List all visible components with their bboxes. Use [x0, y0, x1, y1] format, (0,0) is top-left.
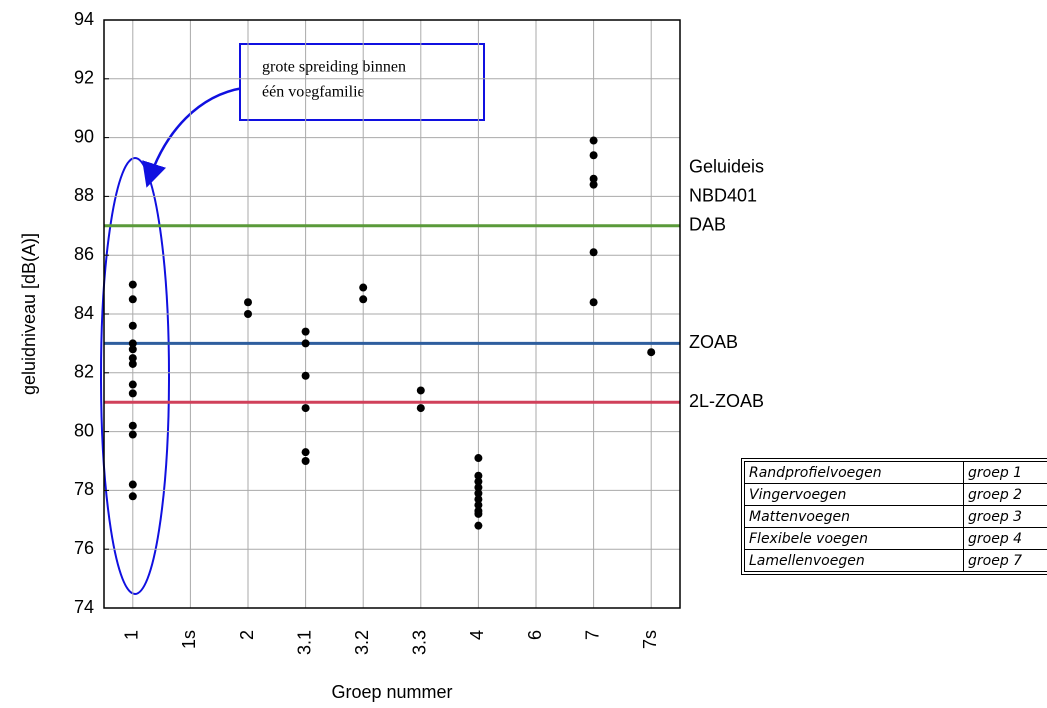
point [128, 359, 137, 368]
point [244, 298, 252, 307]
reference-label: ZOAB [689, 332, 738, 352]
table-cell: groep 3 [963, 505, 1047, 528]
x-axis-label: Groep nummer [331, 682, 452, 702]
point [128, 354, 137, 363]
x-tick-label: 2 [237, 630, 257, 640]
point [301, 327, 310, 336]
x-tick-label: 7s [640, 630, 660, 649]
point [474, 521, 483, 530]
point [589, 151, 598, 160]
table-row: Mattenvoegen groep 3 [744, 505, 1047, 528]
y-tick-label: 82 [74, 362, 94, 382]
point [128, 421, 137, 430]
table-row: Lamellenvoegen groep 7 [744, 549, 1047, 572]
point [128, 295, 137, 304]
x-tick-label: 3.2 [352, 630, 372, 655]
annotation-text: grote spreiding binnen [262, 59, 406, 76]
point [359, 295, 368, 304]
x-tick-label: 1 [122, 630, 142, 640]
table-cell: groep 4 [963, 527, 1047, 550]
y-tick-label: 92 [74, 68, 94, 88]
y-tick-label: 84 [74, 303, 94, 323]
point [128, 339, 137, 348]
point [359, 283, 368, 292]
threshold-title: NBD401 [689, 186, 757, 206]
point [589, 248, 598, 257]
point [647, 348, 656, 357]
table-row: Randprofielvoegen groep 1 [744, 461, 1047, 484]
x-tick-label: 3.1 [294, 630, 314, 655]
point [128, 321, 137, 330]
point [589, 180, 598, 189]
point [474, 477, 483, 486]
point [128, 280, 137, 289]
y-tick-label: 88 [74, 185, 94, 205]
x-tick-label: 7 [582, 630, 602, 640]
point [244, 310, 252, 318]
threshold-title: Geluideis [689, 157, 764, 177]
y-tick-label: 90 [74, 126, 94, 146]
highlight-ellipse [100, 157, 170, 595]
y-axis-label: geluidniveau [dB(A)] [19, 233, 39, 395]
annotation-text: één voegfamilie [262, 84, 365, 101]
point [301, 339, 310, 348]
point [474, 495, 483, 504]
table-row: Vingervoegen groep 2 [744, 483, 1047, 506]
x-tick-label: 4 [467, 630, 487, 640]
legend-table: Randprofielvoegen groep 1 Vingervoegen groe… [741, 458, 1047, 575]
table-cell: groep 2 [963, 483, 1047, 506]
point [474, 509, 483, 518]
point [474, 471, 483, 480]
point [474, 501, 483, 510]
table-row: Flexibele voegen groep 4 [744, 527, 1047, 550]
table-cell: groep 7 [963, 549, 1047, 572]
x-tick-label: 6 [525, 630, 545, 640]
table-cell: Vingervoegen [744, 483, 964, 506]
table: Randprofielvoegen groep 1 Vingervoegen groe… [744, 461, 1047, 572]
y-tick-label: 74 [74, 597, 94, 617]
point [589, 298, 598, 307]
y-tick-label: 80 [74, 420, 94, 440]
point [416, 386, 425, 395]
point [474, 489, 483, 498]
table-cell: Randprofielvoegen [744, 461, 964, 484]
point [128, 492, 137, 501]
point [301, 371, 310, 380]
point [301, 404, 310, 413]
point [474, 454, 483, 463]
reference-label: DAB [689, 215, 726, 235]
point [416, 404, 425, 413]
plot-frame [103, 19, 681, 609]
point [128, 345, 137, 354]
annotation-box [239, 43, 485, 121]
annotation-arrow [142, 86, 244, 188]
y-tick-label: 94 [74, 9, 94, 29]
reference-label: 2L-ZOAB [689, 391, 764, 411]
y-tick-label: 78 [74, 479, 94, 499]
point [301, 448, 310, 457]
y-tick-label: 86 [74, 244, 94, 264]
point [589, 174, 598, 183]
point [128, 389, 137, 398]
point [128, 380, 137, 389]
table-cell: Mattenvoegen [744, 505, 964, 528]
y-tick-label: 76 [74, 538, 94, 558]
point [301, 457, 310, 465]
table-cell: Flexibele voegen [744, 527, 964, 550]
x-tick-label: 3.3 [410, 630, 430, 655]
point [128, 480, 137, 489]
x-tick-label: 1s [179, 630, 199, 649]
table-cell: Lamellenvoegen [744, 549, 964, 572]
point [128, 430, 137, 439]
point [474, 483, 483, 492]
table-cell: groep 1 [963, 461, 1047, 484]
point [589, 136, 598, 145]
